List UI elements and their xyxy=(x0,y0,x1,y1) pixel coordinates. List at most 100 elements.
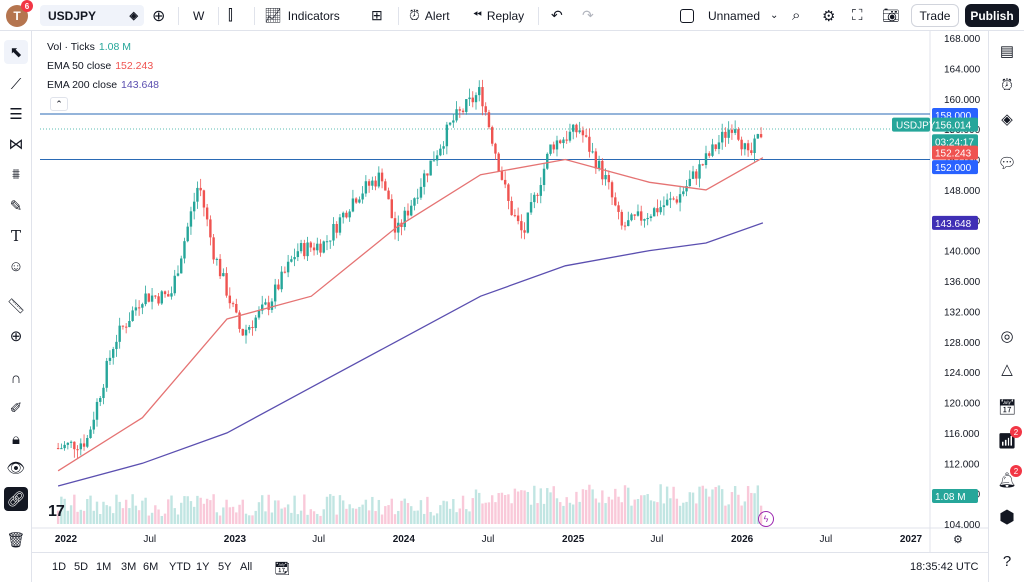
volume-bar xyxy=(225,499,228,524)
volume-bar xyxy=(248,515,251,524)
candle-body xyxy=(620,211,623,226)
volume-bar xyxy=(571,504,575,524)
user-avatar[interactable]: T 6 xyxy=(6,0,33,27)
range-5y[interactable]: 5Y xyxy=(218,561,232,573)
symbol-search[interactable]: USDJPY ◈ xyxy=(40,5,144,26)
eye-icon[interactable]: 👁︎ xyxy=(6,460,26,477)
range-1d[interactable]: 1D xyxy=(52,561,67,573)
candle-body xyxy=(701,164,704,166)
replay-label: Replay xyxy=(486,8,525,23)
legend-ema200[interactable]: EMA 200 close 143.648 xyxy=(47,79,159,91)
candle-body xyxy=(750,150,753,154)
volume-bar xyxy=(387,505,390,524)
candle-body xyxy=(92,419,95,430)
current-price-label: 156.014 xyxy=(935,121,972,132)
trend-line-icon[interactable]: ⟋ xyxy=(10,75,22,93)
volume-bar xyxy=(439,505,442,524)
range-1y[interactable]: 1Y xyxy=(196,561,210,573)
volume-bar xyxy=(455,512,458,524)
replay-button[interactable]: ⏪︎ Replay xyxy=(473,0,524,31)
candle-body xyxy=(163,291,167,295)
text-tool-icon[interactable]: T xyxy=(10,227,21,245)
cursor-icon[interactable]: ⬉ xyxy=(4,40,28,64)
candle-body xyxy=(610,182,614,198)
bell-icon[interactable]: 🔔︎ 2 xyxy=(995,465,1022,492)
volume-bar xyxy=(124,499,128,524)
magnet-icon[interactable]: ∩ xyxy=(10,369,22,387)
utc-clock[interactable]: 18:35:42 UTC xyxy=(910,561,979,573)
range-ytd[interactable]: YTD xyxy=(169,561,191,573)
candle-body xyxy=(432,160,436,162)
pine-icon[interactable]: △ xyxy=(1001,361,1013,378)
link-icon[interactable]: 🔗︎ xyxy=(4,487,28,511)
alerts-clock-icon[interactable]: ⏰︎ xyxy=(1001,76,1013,94)
redo-icon[interactable]: ↷ xyxy=(582,7,594,23)
candlestick-type-icon[interactable]: ⫿ xyxy=(228,7,233,24)
fib-retracement-icon[interactable]: ☰ xyxy=(9,106,23,123)
indicators-button[interactable]: 📈︎ Indicators xyxy=(264,0,340,31)
collapse-legend-icon[interactable]: ⌃ xyxy=(50,97,68,111)
candle-body xyxy=(737,129,740,140)
broadcast-icon[interactable]: 📶︎ 2 xyxy=(995,426,1022,453)
volume-bar xyxy=(601,490,604,524)
undo-icon[interactable]: ↶ xyxy=(551,7,563,23)
range-6m[interactable]: 6M xyxy=(143,561,159,573)
interval-button[interactable]: W xyxy=(193,8,205,23)
settings-gear-icon[interactable]: ⚙︎ xyxy=(822,7,836,25)
volume-bar xyxy=(659,484,662,524)
layout-menu[interactable]: Unnamed ⌄ xyxy=(680,0,778,31)
brush-icon[interactable]: ✎ xyxy=(9,198,23,215)
target-icon[interactable]: ◎ xyxy=(1000,328,1014,345)
templates-grid-icon[interactable]: ⊞ xyxy=(371,7,383,23)
publish-button[interactable]: Publish xyxy=(965,4,1019,27)
range-3m[interactable]: 3M xyxy=(121,561,137,573)
help-icon[interactable]: ? xyxy=(1002,552,1012,570)
candle-body xyxy=(491,127,494,144)
candle-body xyxy=(390,199,393,219)
fullscreen-icon[interactable]: ⛶ xyxy=(852,7,863,24)
volume-bar xyxy=(390,498,393,524)
watchlist-icon[interactable]: ▤ xyxy=(999,43,1015,60)
lightning-icon[interactable]: ϟ xyxy=(758,511,774,527)
volume-bar xyxy=(507,494,510,524)
layers-icon[interactable]: ◈ xyxy=(1001,111,1013,128)
candle-body xyxy=(283,271,287,273)
camera-icon[interactable]: 📷︎ xyxy=(882,7,900,23)
chevron-down-icon: ⌄ xyxy=(770,10,779,21)
more-apps-icon[interactable]: ⬢ xyxy=(999,506,1015,527)
lock-icon[interactable]: 🔒︎ xyxy=(12,430,20,448)
range-5d[interactable]: 5D xyxy=(74,561,89,573)
quick-search-icon[interactable]: ⌕ xyxy=(792,7,801,24)
candle-body xyxy=(633,214,636,216)
legend-ema50[interactable]: EMA 50 close 152.243 xyxy=(47,60,153,72)
pattern-icon[interactable]: ⋈ xyxy=(8,136,24,153)
range-1m[interactable]: 1M xyxy=(96,561,112,573)
forecasting-icon[interactable]: ⩩ xyxy=(11,165,20,183)
volume-bar xyxy=(374,511,377,524)
volume-bar xyxy=(426,496,429,524)
stay-drawing-icon[interactable]: ✐ xyxy=(9,400,23,417)
volume-bar xyxy=(604,503,607,524)
candle-body xyxy=(173,275,176,294)
candle-body xyxy=(364,181,368,194)
chat-icon[interactable]: 💬︎ xyxy=(997,155,1017,172)
volume-bar xyxy=(435,513,439,524)
range-all[interactable]: All xyxy=(240,561,253,573)
volume-bar xyxy=(112,513,115,524)
goto-date-icon[interactable]: 📆︎ xyxy=(274,561,291,576)
zoom-in-icon[interactable]: ⊕ xyxy=(9,328,23,345)
compare-symbol-icon[interactable]: ⊕ xyxy=(152,7,166,25)
alert-button[interactable]: ⏰︎ Alert xyxy=(409,0,450,31)
ruler-icon[interactable]: 📏︎ xyxy=(6,298,26,315)
volume-bar xyxy=(63,498,66,524)
trash-icon[interactable]: 🗑︎ xyxy=(6,532,26,549)
volume-bar xyxy=(584,489,588,524)
calendar-icon[interactable]: 📅︎ xyxy=(997,399,1017,416)
price-chart[interactable]: 168.000164.000160.000156.000152.000148.0… xyxy=(32,31,988,552)
legend-volume[interactable]: Vol · Ticks 1.08 M xyxy=(47,41,131,53)
indicators-icon: 📈︎ xyxy=(264,7,282,23)
symbol-options-icon[interactable]: ◈ xyxy=(129,10,138,22)
trade-button[interactable]: Trade xyxy=(911,4,959,27)
candle-body xyxy=(516,215,520,222)
emoji-icon[interactable]: ☺ xyxy=(8,257,24,275)
